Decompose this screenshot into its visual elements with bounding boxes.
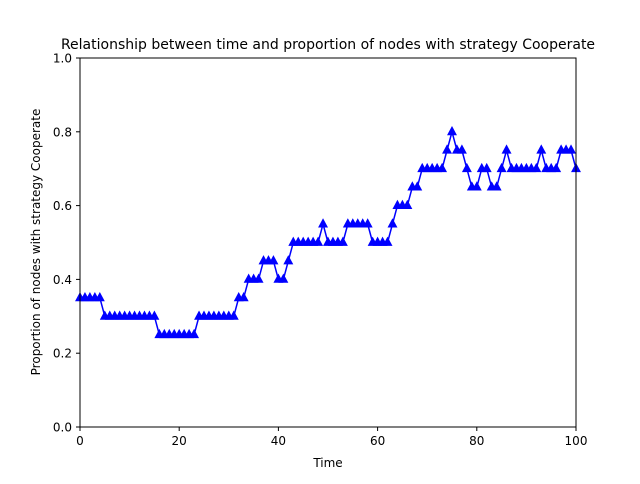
data-point-marker [442,144,453,154]
y-tick-label: 1.0 [53,52,72,66]
data-point-marker [412,181,423,191]
data-point-marker [253,273,264,283]
data-point-marker [337,236,348,246]
x-tick-label: 0 [76,434,84,448]
data-point-marker [238,292,249,302]
x-axis-label: Time [312,456,342,470]
x-tick-label: 40 [271,434,286,448]
y-tick-label: 0.6 [53,199,72,213]
data-point-marker [566,144,577,154]
y-tick-label: 0.0 [53,421,72,435]
data-point-marker [228,310,239,320]
data-point-marker [94,292,105,302]
data-point-marker [382,236,393,246]
data-point-marker [318,218,329,228]
y-tick-label: 0.4 [53,273,72,287]
data-point-marker [461,162,472,173]
data-point-marker [496,162,507,173]
data-point-marker [283,255,294,265]
y-axis-label: Proportion of nodes with strategy Cooper… [29,109,43,376]
x-tick-label: 80 [469,434,484,448]
series-layer [75,125,581,339]
axes-frame [79,57,577,428]
axes-layer: 0 20 40 60 80 100 0.0 0.2 0.4 0.6 0.8 1.0 [53,52,588,449]
data-point-marker [491,181,502,191]
data-point-marker [531,162,542,173]
x-tick-label: 20 [172,434,187,448]
data-point-marker [447,125,457,136]
data-point-marker [387,218,398,228]
data-point-marker [149,310,160,320]
y-tick-label: 0.2 [53,347,72,361]
data-point-marker [278,273,289,283]
data-point-marker [437,162,448,173]
data-point-marker [362,218,373,228]
data-point-marker [501,144,512,154]
y-tick-label: 0.8 [53,125,72,139]
data-point-marker [456,144,467,154]
data-point-marker [189,328,200,339]
data-point-marker [551,162,562,173]
chart-title: Relationship between time and proportion… [61,37,595,53]
data-point-marker [471,181,482,191]
x-tick-label: 100 [565,434,588,448]
data-point-marker [481,162,492,173]
x-tick-label: 60 [370,434,385,448]
data-point-marker [536,144,547,154]
data-point-marker [402,199,413,210]
data-point-marker [313,236,324,246]
data-point-marker [268,255,279,265]
